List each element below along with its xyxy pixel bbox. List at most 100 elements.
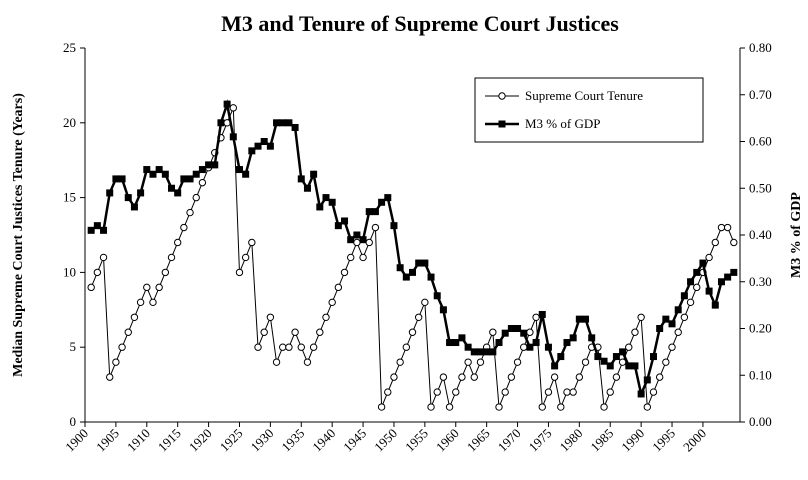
y-tick-label: 5 [70,339,77,354]
y-tick-label: 15 [63,190,76,205]
data-point [93,268,102,277]
x-tick-label: 1945 [340,426,369,455]
data-point [359,253,367,262]
data-point [248,238,256,247]
legend-marker [498,120,506,128]
data-point [458,334,466,342]
data-point [723,223,732,232]
data-point [223,100,231,108]
data-point [730,268,738,276]
data-point [118,343,126,351]
data-point [446,339,454,347]
data-point [643,376,651,384]
data-point [310,170,318,178]
data-point [130,313,139,321]
x-tick-label: 1955 [402,426,431,455]
data-point [279,119,287,127]
data-point [409,268,416,276]
data-point [186,175,194,183]
data-point [112,358,120,366]
data-point [390,373,398,381]
data-point [174,189,182,197]
legend-label: Supreme Court Tenure [525,88,643,103]
data-point [402,273,410,281]
data-point [143,166,151,174]
data-point [149,298,157,307]
data-point [384,194,392,202]
data-point [99,253,108,262]
data-point [408,328,417,336]
x-tick-label: 2000 [680,426,709,455]
data-point [606,362,614,370]
data-point [309,343,318,351]
data-point [507,325,515,332]
y2-tick-label: 0.70 [749,87,772,102]
data-point [680,313,689,321]
legend-marker [498,92,506,100]
data-point [532,339,540,347]
x-tick-label: 1915 [155,426,184,455]
data-point [254,142,262,150]
data-point [229,104,238,112]
data-point [551,362,559,370]
data-point [371,208,379,216]
data-point [662,315,670,323]
data-point [260,328,268,336]
data-point [532,313,540,321]
data-point [303,358,312,366]
y2-tick-label: 0.60 [749,134,772,149]
data-point [594,353,602,361]
data-point [569,388,577,396]
data-point [87,283,95,292]
data-point [600,357,608,365]
data-point [217,119,225,127]
data-point [544,343,552,351]
data-point [87,226,95,234]
data-point [557,403,565,411]
data-point [606,388,614,396]
y2-tick-label: 0.80 [749,40,772,55]
x-tick-label: 1960 [433,426,462,455]
data-point [155,166,163,174]
data-point [377,403,386,411]
data-point [724,273,732,281]
data-point [235,268,244,277]
data-point [137,189,145,197]
x-tick-label: 1995 [649,426,678,455]
data-point [365,238,373,247]
data-point [198,178,207,187]
data-point [730,238,738,247]
data-point [433,292,441,300]
data-point [520,329,528,337]
data-point [211,161,219,169]
x-tick-label: 1925 [217,426,246,455]
data-point [427,403,435,411]
data-point [458,373,466,381]
x-tick-label: 1935 [278,426,307,455]
data-point [433,388,441,396]
data-point [285,343,293,351]
data-point [514,325,522,332]
data-point [353,231,361,239]
data-point [93,222,101,230]
data-point [347,236,355,244]
data-point [686,298,695,307]
data-point [235,166,243,174]
data-point [316,203,324,211]
data-point [631,328,639,336]
data-point [501,329,509,337]
data-point [161,268,170,277]
data-point [711,238,719,247]
data-point [106,373,114,381]
data-point [563,388,571,396]
x-tick-label: 1990 [618,426,647,455]
data-point [254,343,262,351]
data-point [124,194,132,202]
data-point [155,283,163,292]
data-point [687,278,695,286]
data-point [575,373,584,381]
data-point [322,313,330,321]
data-point [439,306,447,314]
x-tick-label: 1970 [495,426,524,455]
data-point [130,203,138,211]
